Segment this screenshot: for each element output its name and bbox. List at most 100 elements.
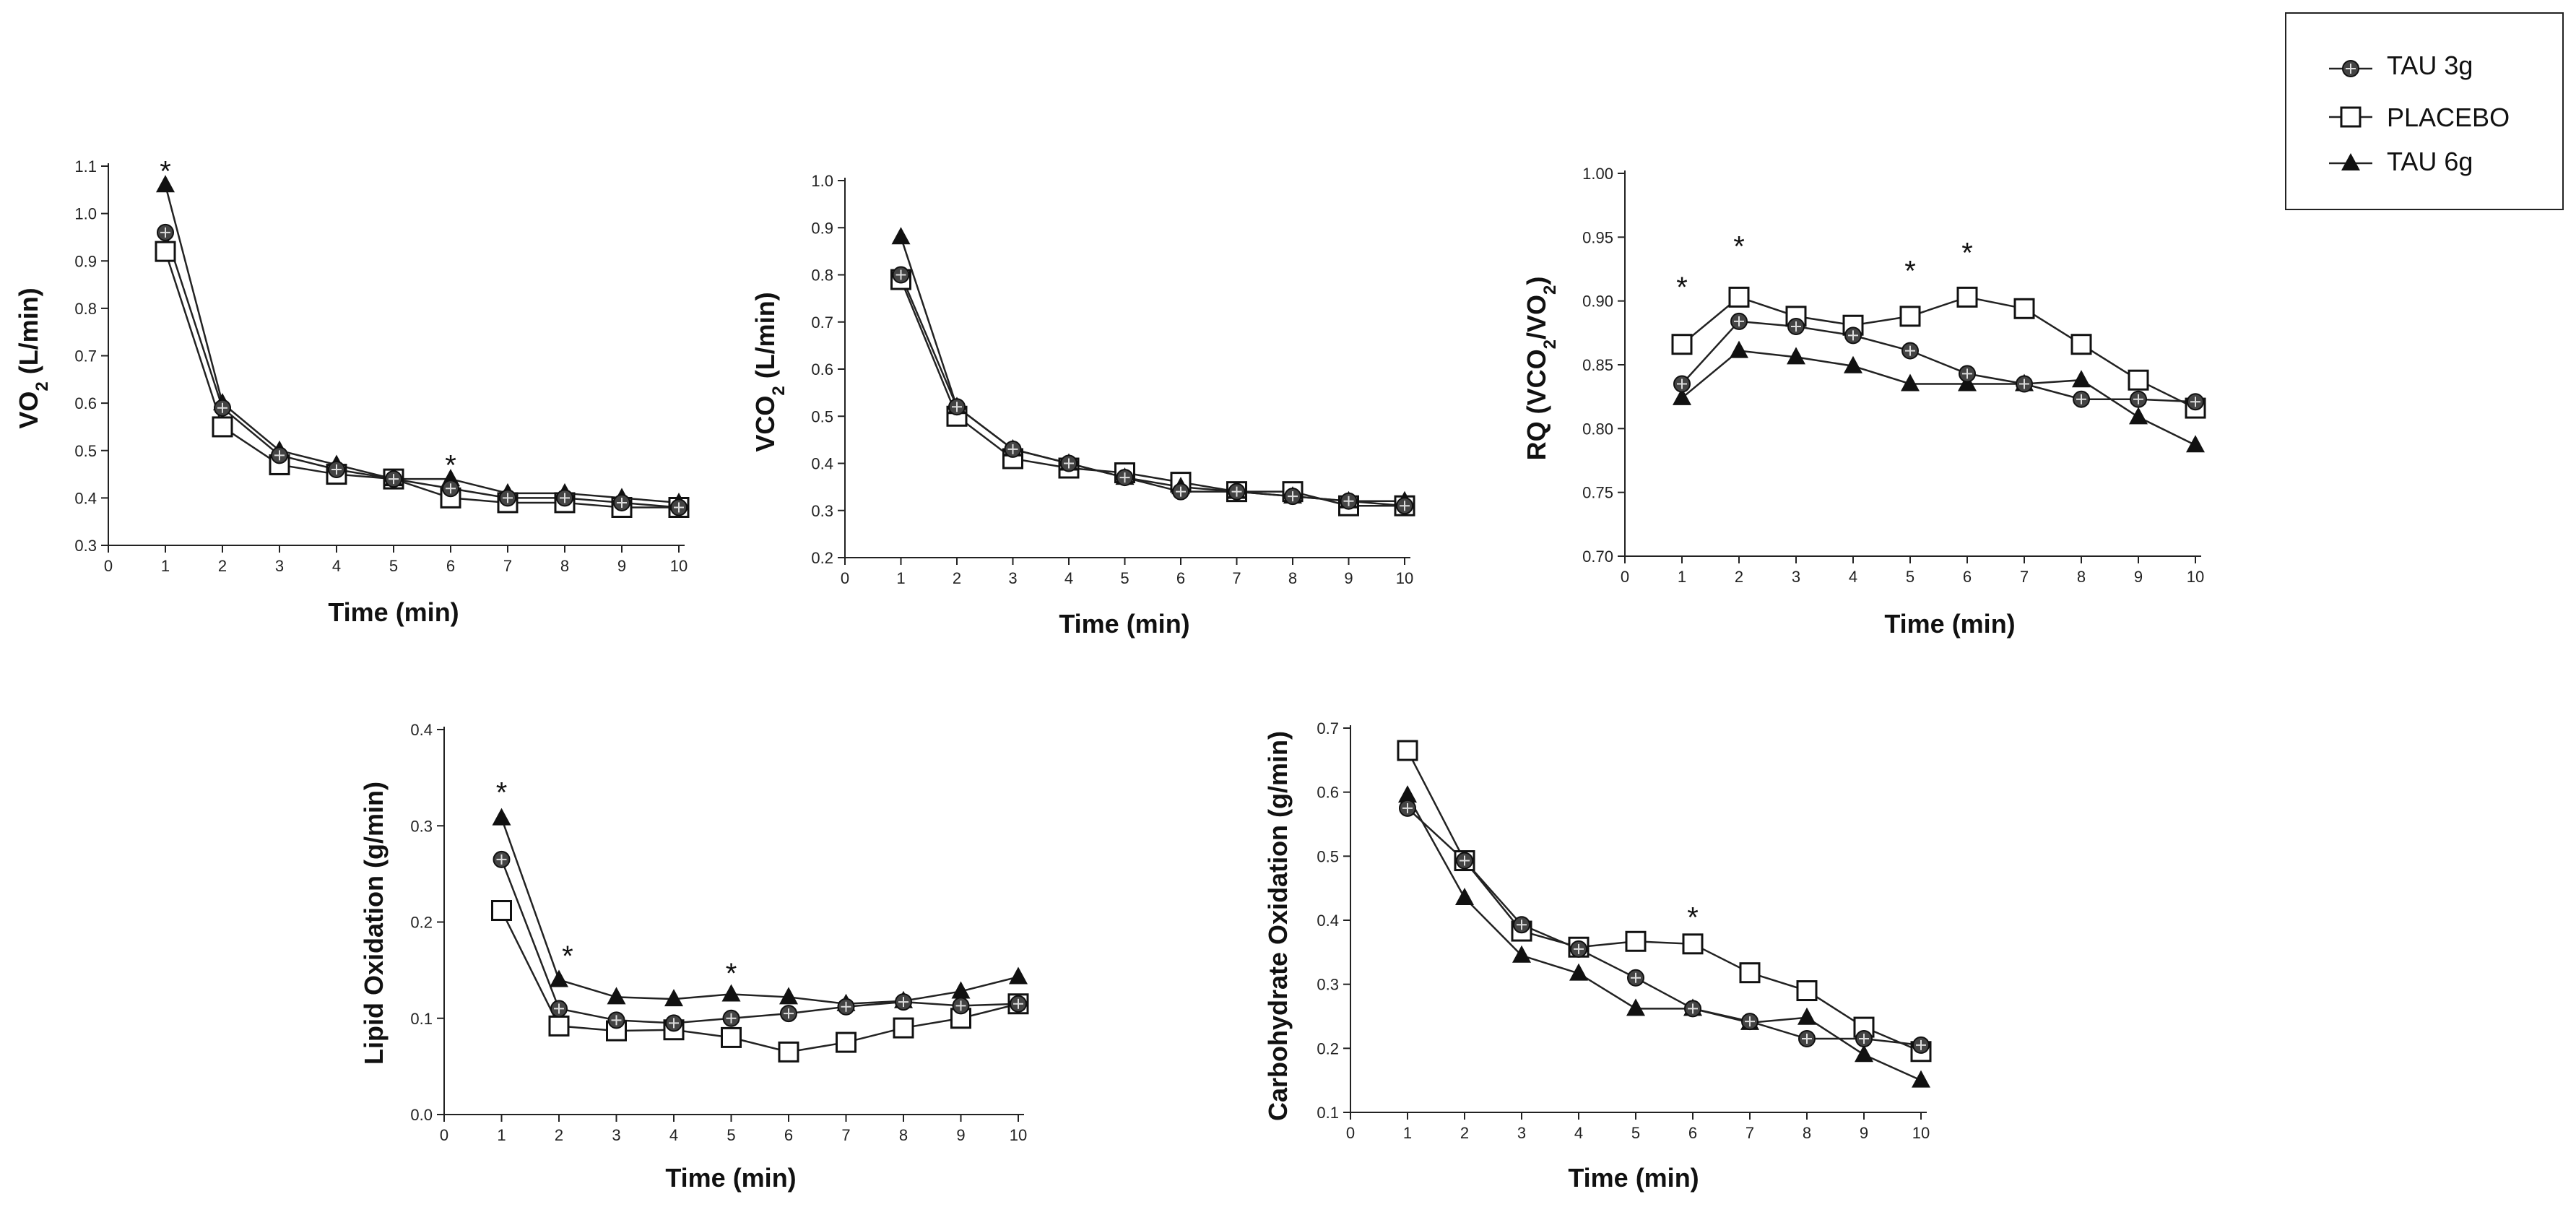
lipid-point-tau3	[952, 997, 970, 1015]
vo2-point-tau3-cross	[274, 450, 285, 461]
rq-ticks: 0 1 2 3 4 5 6 7 8 9 10 0.70 0.75 0.80 0.85 0.90 0.95 1.00	[1582, 165, 2204, 586]
carb-point-placebo-square	[1796, 980, 1818, 1002]
rq-line-tau3	[1681, 320, 2196, 403]
panel-rq: 0 1 2 3 4 5 6 7 8 9 10 0.70 0.75 0.80 0.85 0.90 0.95 1.00…	[1522, 165, 2206, 639]
carb-point-tau6	[1398, 785, 1417, 803]
carb-point-tau3	[1627, 969, 1644, 987]
vco2-xtick-label: 9	[1344, 569, 1353, 587]
legend-entry-tau6: TAU 6g	[2329, 147, 2473, 176]
rq-line-placebo	[1681, 295, 2196, 410]
carb-point-tau3	[1399, 799, 1416, 817]
carb-point-tau3	[1912, 1036, 1930, 1054]
rq-point-placebo-square	[2070, 334, 2092, 355]
carb-point-tau6-triangle	[1398, 785, 1417, 803]
vo2-point-tau3	[556, 489, 573, 507]
vo2-xtick-label: 4	[332, 557, 341, 575]
legend-symbol-tau3-cross	[2346, 64, 2356, 74]
legend-entry-tau3: TAU 3g	[2329, 51, 2473, 80]
lipid-axes	[443, 727, 1024, 1115]
rq-point-tau6	[1958, 373, 1977, 391]
carb-point-tau3-cross	[1402, 802, 1413, 813]
rq-point-tau3	[2073, 390, 2090, 408]
vo2-line-tau3	[164, 232, 680, 509]
vco2-ytick-label: 1.0	[811, 172, 833, 190]
rq-point-tau6	[1673, 387, 1691, 405]
vo2-xtick-label: 2	[218, 557, 227, 575]
lipid-point-placebo-square	[721, 1026, 742, 1048]
rq-point-placebo	[2070, 334, 2092, 355]
rq-point-tau3-cross	[1848, 330, 1858, 341]
carb-xtick-label: 3	[1517, 1124, 1526, 1142]
vco2-ylabel-part: VCO	[750, 396, 780, 452]
rq-point-placebo	[2128, 369, 2149, 391]
lipid-point-tau3	[607, 1011, 625, 1029]
carb-xtick-label: 2	[1460, 1124, 1469, 1142]
lipid-point-tau3	[550, 1000, 568, 1018]
vo2-point-placebo-square	[212, 416, 233, 438]
legend-symbol-placebo-square	[2340, 106, 2362, 128]
vo2-xtick-label: 6	[446, 557, 455, 575]
panel-lipid: 0 1 2 3 4 5 6 7 8 9 10 0.0 0.1 0.2 0.3 0.4 Time (min) L…	[359, 721, 1029, 1193]
lipid-point-placebo	[491, 900, 512, 922]
carb-point-tau6-triangle	[1569, 963, 1588, 981]
vo2-ticks: 0 1 2 3 4 5 6 7 8 9 10 0.3 0.4 0.5 0.6 0.7 0.8 0.9 1.0 1.1	[74, 157, 688, 575]
carb-point-tau6-triangle	[1512, 945, 1531, 963]
lipid-point-tau3	[1010, 995, 1027, 1013]
carb-point-tau6	[1797, 1007, 1816, 1025]
rq-line-tau6	[1681, 350, 2196, 446]
lipid-point-tau6	[492, 808, 511, 826]
vco2-xtick-label: 2	[953, 569, 961, 587]
lipid-point-tau6-triangle	[607, 987, 626, 1005]
legend-symbol-tau3	[2342, 60, 2359, 77]
carb-point-tau3	[1798, 1030, 1816, 1048]
lipid-xtick-label: 7	[841, 1126, 850, 1144]
vco2-point-tau3	[1004, 440, 1022, 458]
vo2-annotations: **	[160, 156, 456, 482]
carb-point-tau3	[1513, 916, 1530, 934]
carb-point-tau6	[1855, 1044, 1873, 1063]
carb-ytick-label: 0.7	[1317, 719, 1339, 737]
vo2-point-placebo	[155, 241, 176, 262]
rq-point-placebo	[1671, 334, 1693, 355]
vco2-point-tau6-triangle	[891, 227, 911, 245]
vco2-xtick-label: 0	[841, 569, 849, 587]
vo2-ytick-label: 0.5	[74, 442, 97, 460]
vo2-point-tau3-cross	[617, 497, 627, 508]
carb-point-placebo-square	[1739, 962, 1761, 984]
vo2-xtick-label: 1	[161, 557, 170, 575]
legend-marker-tau6	[2329, 153, 2372, 170]
vo2-point-tau3	[499, 489, 516, 507]
rq-point-tau3	[1730, 312, 1748, 330]
carb-xlabel: Time (min)	[1568, 1163, 1699, 1193]
rq-ylabel-part: 2	[1540, 285, 1560, 295]
lipid-xtick-label: 8	[899, 1126, 908, 1144]
carb-ylabel: Carbohydrate Oxidation (g/min)	[1263, 731, 1293, 1121]
rq-point-tau6	[1901, 373, 1920, 391]
vo2-point-tau3	[214, 399, 231, 417]
vo2-ytick-label: 0.8	[74, 300, 97, 318]
vco2-xtick-label: 6	[1176, 569, 1185, 587]
carb-xtick-label: 5	[1631, 1124, 1640, 1142]
carb-xtick-label: 6	[1688, 1124, 1697, 1142]
carb-point-tau3-cross	[1916, 1039, 1926, 1050]
lipid-significance-star: *	[562, 940, 573, 972]
lipid-point-tau3-cross	[955, 1000, 966, 1011]
vo2-series	[155, 175, 690, 518]
carb-xtick-label: 1	[1403, 1124, 1412, 1142]
carb-annotations: *	[1687, 902, 1699, 934]
vco2-ylabel-part: 2	[769, 386, 789, 395]
legend: TAU 3g PLACEBO TAU 6g	[2285, 12, 2564, 210]
carb-xtick-label: 4	[1574, 1124, 1583, 1142]
lipid-ytick-label: 0.0	[410, 1106, 433, 1124]
carb-axes	[1350, 725, 1927, 1113]
rq-ytick-label: 0.70	[1582, 548, 1613, 566]
lipid-point-placebo-square	[893, 1017, 914, 1039]
carb-line-placebo	[1406, 750, 1922, 1052]
vo2-ytick-label: 1.1	[74, 157, 97, 176]
lipid-line-tau3	[500, 859, 1019, 1024]
lipid-point-tau6	[607, 987, 626, 1005]
carb-point-tau3	[1741, 1013, 1758, 1031]
vco2-xtick-label: 7	[1232, 569, 1241, 587]
carb-point-tau3	[1570, 940, 1587, 958]
